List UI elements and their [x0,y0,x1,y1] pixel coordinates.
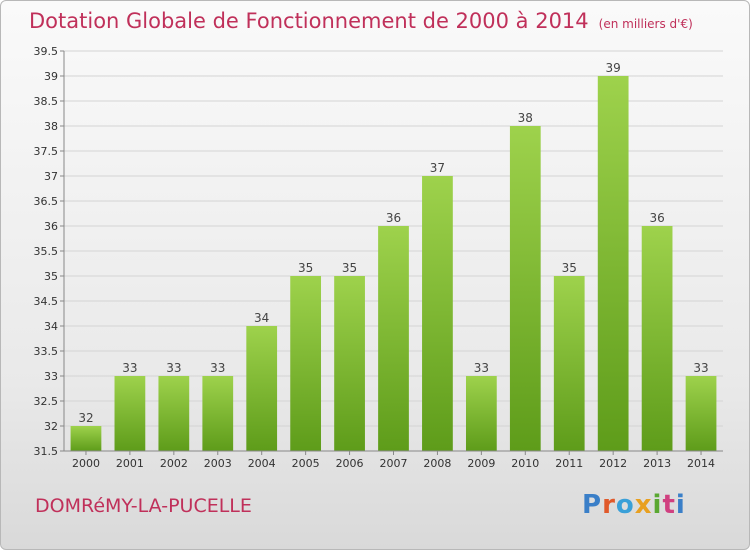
title-text: Dotation Globale de Fonctionnement de 20… [29,9,589,33]
data-label: 35 [562,261,577,275]
data-label: 36 [386,211,401,225]
x-tick-label: 2011 [555,457,583,470]
x-tick-label: 2005 [292,457,320,470]
bar-2001 [114,376,146,451]
bar-2008 [422,176,453,451]
y-tick-label: 37.5 [34,145,59,158]
data-label: 33 [474,361,489,375]
bar-2004 [246,326,278,451]
logo-letter: i [652,490,663,520]
x-tick-label: 2000 [72,457,100,470]
y-tick-label: 37 [44,170,58,183]
y-tick-label: 36.5 [34,195,59,208]
bar-2005 [290,276,322,451]
data-label: 34 [254,311,269,325]
data-label: 35 [342,261,357,275]
data-label: 32 [78,411,93,425]
y-tick-label: 32.5 [34,395,59,408]
data-label: 33 [166,361,181,375]
title-unit: (en milliers d'€) [598,17,693,31]
place-name: DOMRéMY-LA-PUCELLE [35,495,252,517]
logo-letter: o [615,490,635,520]
bar-2013 [641,226,673,451]
data-label: 35 [298,261,313,275]
x-tick-label: 2001 [116,457,144,470]
bar-2007 [378,226,409,451]
x-tick-label: 2003 [204,457,232,470]
x-tick-label: 2008 [423,457,451,470]
proxiti-logo: Proxiti [582,490,686,520]
bar-2006 [334,276,365,451]
data-label: 37 [430,161,445,175]
bar-2000 [70,426,102,451]
axes: 31.5 32 32.5 33 33.5 34 34.5 35 35.5 36 36.5 37 37.5… [34,45,723,470]
bar-2011 [553,276,585,451]
data-label: 33 [122,361,137,375]
bar-2012 [597,76,629,451]
logo-letter: x [634,490,653,520]
y-tick-label: 33 [44,370,58,383]
x-tick-label: 2012 [599,457,627,470]
bar-2003 [202,376,234,451]
x-tick-label: 2006 [336,457,364,470]
y-tick-label: 34.5 [34,295,59,308]
y-tick-label: 36 [44,220,58,233]
y-tick-label: 32 [44,420,58,433]
y-tick-label: 39 [44,70,58,83]
y-tick-label: 33.5 [34,345,59,358]
logo-letter: P [582,490,603,520]
bar-2002 [158,376,190,451]
bar-2009 [465,376,497,451]
data-label: 39 [606,61,621,75]
x-tick-label: 2010 [511,457,539,470]
y-tick-label: 38 [44,120,58,133]
data-label: 36 [649,211,664,225]
y-tick-label: 35.5 [34,245,59,258]
x-tick-label: 2004 [248,457,276,470]
logo-letter: i [675,490,686,520]
bar-2010 [509,126,541,451]
data-label: 33 [210,361,225,375]
logo-letter: r [602,490,616,520]
x-tick-label: 2013 [643,457,671,470]
x-tick-label: 2014 [687,457,715,470]
x-tick-label: 2002 [160,457,188,470]
y-tick-label: 35 [44,270,58,283]
logo-letter: t [662,490,676,520]
y-tick-label: 38.5 [34,95,59,108]
data-label: 33 [693,361,708,375]
y-tick-label: 31.5 [34,445,59,458]
chart-title: Dotation Globale de Fonctionnement de 20… [29,9,693,33]
bars: 32 33 33 33 34 35 35 36 37 33 38 35 39 36 33 [70,61,717,451]
bar-2014 [685,376,717,451]
y-tick-label: 39.5 [34,45,59,58]
x-tick-label: 2007 [380,457,408,470]
y-tick-label: 34 [44,320,58,333]
x-tick-label: 2009 [467,457,495,470]
data-label: 38 [518,111,533,125]
